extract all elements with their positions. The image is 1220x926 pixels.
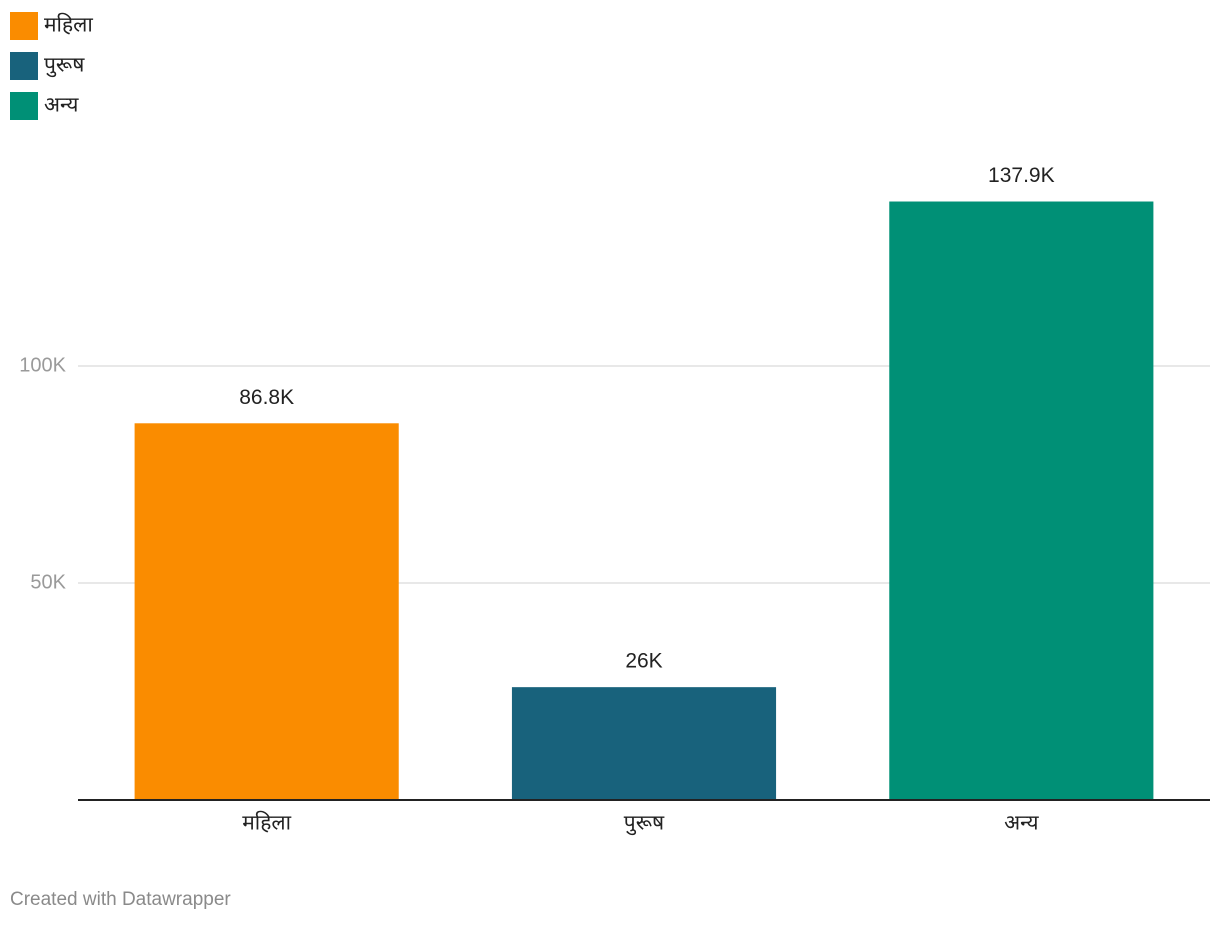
x-tick-label: पुरूष xyxy=(624,812,665,836)
bar xyxy=(511,687,777,800)
credit: Created with Datawrapper xyxy=(10,889,231,910)
x-tick-label: महिला xyxy=(242,811,291,835)
legend-label: महिला xyxy=(44,13,93,37)
value-label: 86.8K xyxy=(239,386,294,409)
legend-swatch xyxy=(10,52,38,80)
legend-label: अन्य xyxy=(44,94,79,117)
legend-swatch xyxy=(10,12,38,40)
legend-label: पुरूष xyxy=(44,54,85,78)
x-tick-label: अन्य xyxy=(1004,812,1039,835)
y-tick-label: 50K xyxy=(30,571,66,593)
legend-swatch xyxy=(10,92,38,120)
value-label: 26K xyxy=(625,650,662,673)
bar xyxy=(889,201,1154,800)
bar xyxy=(134,423,399,800)
value-label: 137.9K xyxy=(988,164,1055,187)
y-tick-label: 100K xyxy=(19,354,66,376)
